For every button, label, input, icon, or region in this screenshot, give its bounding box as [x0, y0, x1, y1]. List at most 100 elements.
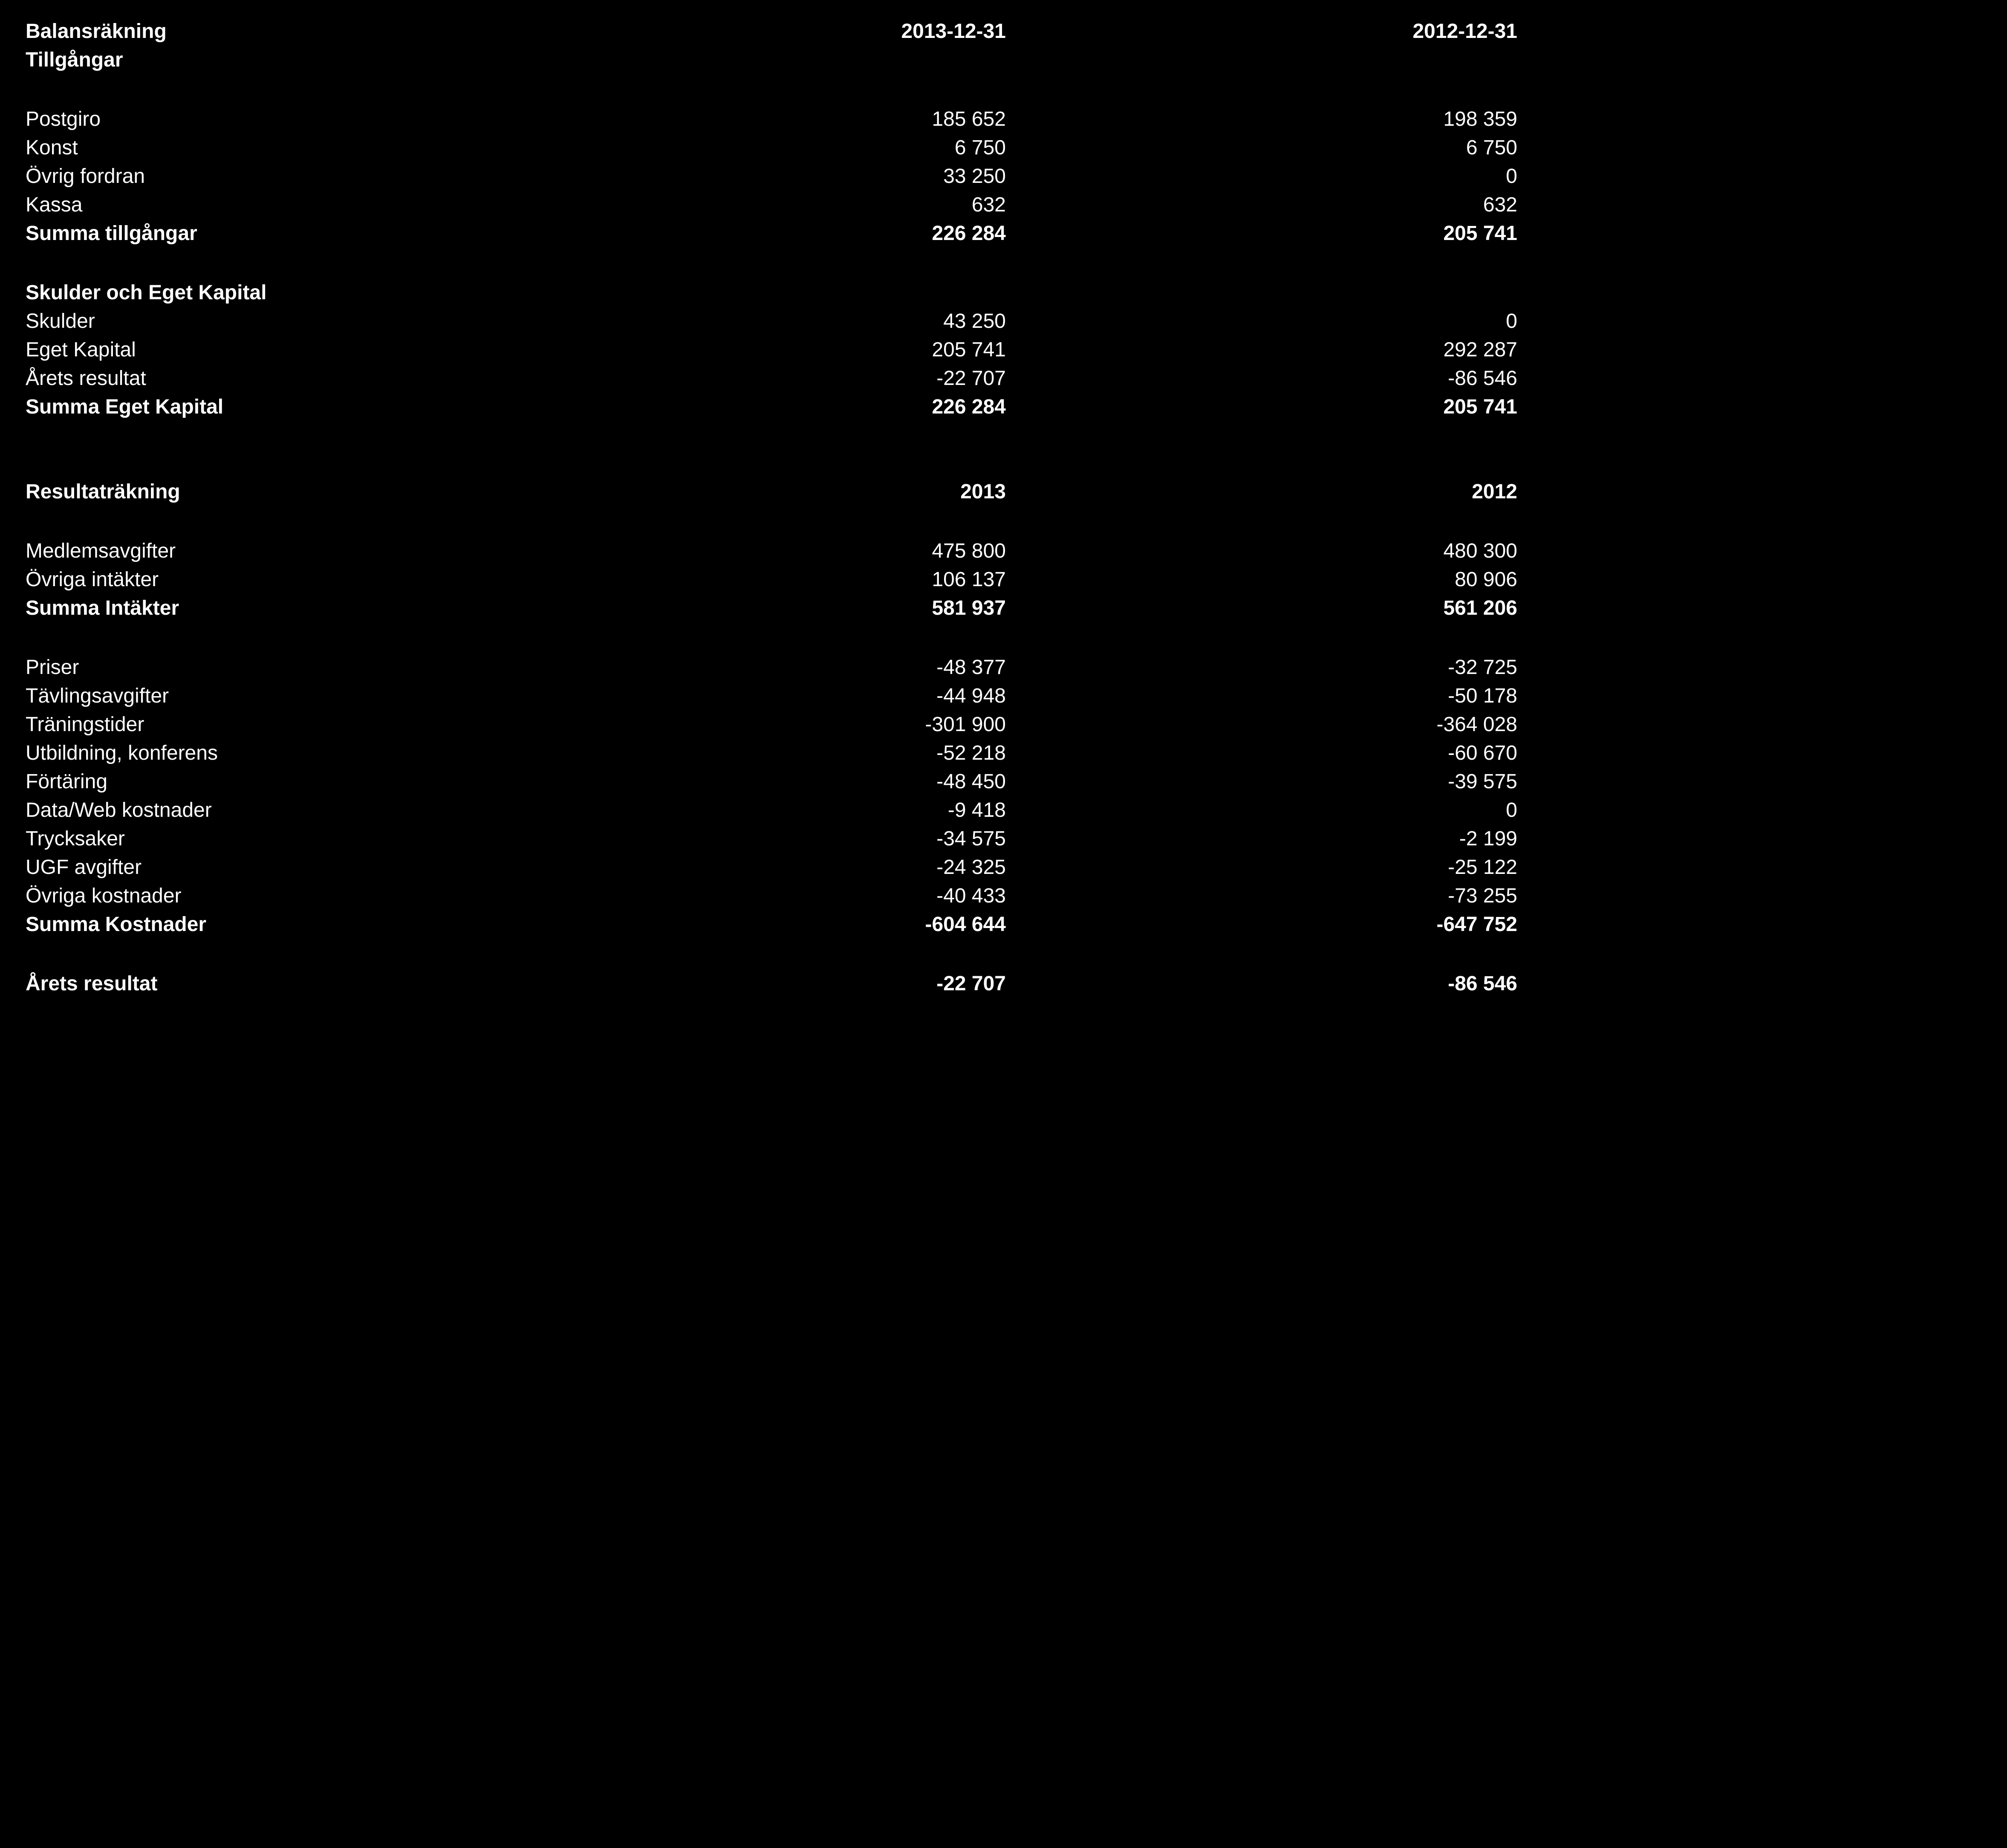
row-label: Övriga kostnader [26, 882, 750, 910]
row-label: Tävlingsavgifter [26, 682, 750, 710]
income-col2-header: 2012 [1262, 477, 1517, 506]
table-row: Övrig fordran 33 250 0 [26, 162, 1517, 191]
row-label: Summa tillgångar [26, 219, 750, 248]
row-value: -647 752 [1262, 910, 1517, 939]
row-value: 205 741 [1262, 219, 1517, 248]
row-label: Förtäring [26, 767, 750, 796]
row-label: Data/Web kostnader [26, 796, 750, 824]
row-label: Årets resultat [26, 364, 750, 393]
table-row: Kassa 632 632 [26, 191, 1517, 219]
table-row: Tävlingsavgifter -44 948 -50 178 [26, 682, 1517, 710]
row-value: 6 750 [1262, 133, 1517, 162]
row-label: Träningstider [26, 710, 750, 739]
table-row: Postgiro 185 652 198 359 [26, 105, 1517, 133]
table-row: Träningstider -301 900 -364 028 [26, 710, 1517, 739]
row-value: -32 725 [1262, 653, 1517, 682]
balance-col2-header: 2012-12-31 [1262, 17, 1517, 46]
row-value: 226 284 [750, 219, 1006, 248]
row-value: -44 948 [750, 682, 1006, 710]
row-value: 205 741 [1262, 393, 1517, 421]
result-row: Årets resultat -22 707 -86 546 [26, 969, 1517, 998]
row-value: 292 287 [1262, 335, 1517, 364]
table-row: Utbildning, konferens -52 218 -60 670 [26, 739, 1517, 767]
row-label: Konst [26, 133, 750, 162]
table-row: Förtäring -48 450 -39 575 [26, 767, 1517, 796]
row-label: Skulder [26, 307, 750, 335]
row-value: 632 [750, 191, 1006, 219]
table-row: Priser -48 377 -32 725 [26, 653, 1517, 682]
equity-total-row: Summa Eget Kapital 226 284 205 741 [26, 393, 1517, 421]
row-label: Utbildning, konferens [26, 739, 750, 767]
assets-total-row: Summa tillgångar 226 284 205 741 [26, 219, 1517, 248]
table-row: Övriga intäkter 106 137 80 906 [26, 565, 1517, 594]
row-label: Årets resultat [26, 969, 750, 998]
row-value: 475 800 [750, 537, 1006, 565]
row-value: -25 122 [1262, 853, 1517, 882]
row-value: 205 741 [750, 335, 1006, 364]
row-value: 581 937 [750, 594, 1006, 622]
row-value: 80 906 [1262, 565, 1517, 594]
row-value: 185 652 [750, 105, 1006, 133]
table-row: Trycksaker -34 575 -2 199 [26, 824, 1517, 853]
row-value: -34 575 [750, 824, 1006, 853]
row-value: 226 284 [750, 393, 1006, 421]
balance-title: Balansräkning [26, 17, 750, 46]
row-label: Summa Kostnader [26, 910, 750, 939]
row-value: -52 218 [750, 739, 1006, 767]
row-value: 43 250 [750, 307, 1006, 335]
row-label: Summa Eget Kapital [26, 393, 750, 421]
row-value: -86 546 [1262, 969, 1517, 998]
row-value: -22 707 [750, 364, 1006, 393]
row-label: Medlemsavgifter [26, 537, 750, 565]
balance-col1-header: 2013-12-31 [750, 17, 1006, 46]
row-label: Övriga intäkter [26, 565, 750, 594]
row-label: Summa Intäkter [26, 594, 750, 622]
row-value: -24 325 [750, 853, 1006, 882]
row-label: UGF avgifter [26, 853, 750, 882]
table-row: Eget Kapital 205 741 292 287 [26, 335, 1517, 364]
row-value: -86 546 [1262, 364, 1517, 393]
row-value: -9 418 [750, 796, 1006, 824]
row-label: Priser [26, 653, 750, 682]
row-value: 0 [1262, 162, 1517, 191]
equity-title: Skulder och Eget Kapital [26, 278, 750, 307]
row-value: -50 178 [1262, 682, 1517, 710]
table-row: Årets resultat -22 707 -86 546 [26, 364, 1517, 393]
row-value: -39 575 [1262, 767, 1517, 796]
table-row: UGF avgifter -24 325 -25 122 [26, 853, 1517, 882]
row-value: 480 300 [1262, 537, 1517, 565]
table-row: Övriga kostnader -40 433 -73 255 [26, 882, 1517, 910]
row-value: -604 644 [750, 910, 1006, 939]
row-value: -40 433 [750, 882, 1006, 910]
row-value: -48 450 [750, 767, 1006, 796]
row-value: -73 255 [1262, 882, 1517, 910]
row-value: -48 377 [750, 653, 1006, 682]
income-title: Resultaträkning [26, 477, 750, 506]
row-value: 0 [1262, 796, 1517, 824]
costs-total-row: Summa Kostnader -604 644 -647 752 [26, 910, 1517, 939]
table-row: Medlemsavgifter 475 800 480 300 [26, 537, 1517, 565]
financial-statement-table: Balansräkning 2013-12-31 2012-12-31 Till… [26, 17, 1517, 998]
row-value: 33 250 [750, 162, 1006, 191]
revenue-total-row: Summa Intäkter 581 937 561 206 [26, 594, 1517, 622]
row-value: 198 359 [1262, 105, 1517, 133]
row-value: -301 900 [750, 710, 1006, 739]
row-value: 561 206 [1262, 594, 1517, 622]
row-value: -22 707 [750, 969, 1006, 998]
row-value: -60 670 [1262, 739, 1517, 767]
row-value: 6 750 [750, 133, 1006, 162]
row-value: 632 [1262, 191, 1517, 219]
row-value: -364 028 [1262, 710, 1517, 739]
row-label: Postgiro [26, 105, 750, 133]
row-label: Kassa [26, 191, 750, 219]
income-col1-header: 2013 [750, 477, 1006, 506]
row-value: -2 199 [1262, 824, 1517, 853]
row-label: Övrig fordran [26, 162, 750, 191]
table-row: Data/Web kostnader -9 418 0 [26, 796, 1517, 824]
row-value: 106 137 [750, 565, 1006, 594]
row-label: Eget Kapital [26, 335, 750, 364]
row-label: Trycksaker [26, 824, 750, 853]
table-row: Skulder 43 250 0 [26, 307, 1517, 335]
table-row: Konst 6 750 6 750 [26, 133, 1517, 162]
assets-subtitle: Tillgångar [26, 46, 750, 74]
